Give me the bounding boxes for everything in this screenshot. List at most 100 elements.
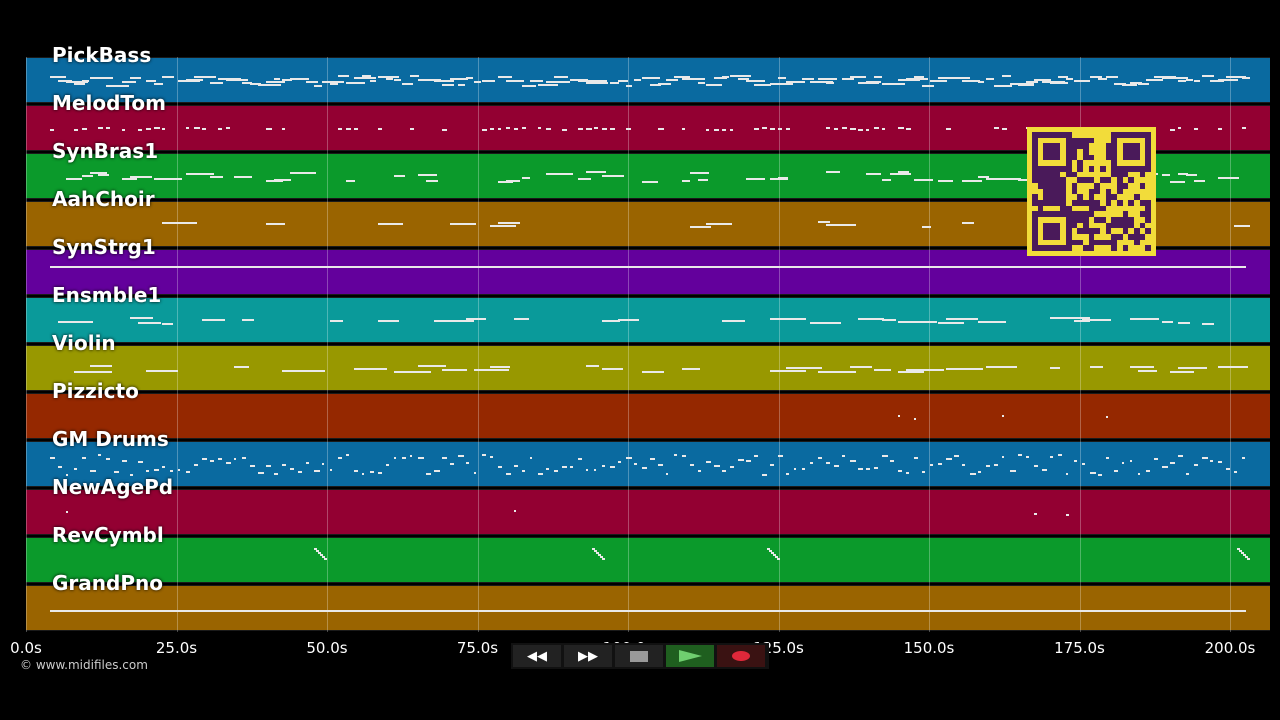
time-tick-label: 200.0s xyxy=(1204,639,1256,657)
midi-note xyxy=(426,79,441,81)
midi-note xyxy=(490,366,511,368)
midi-note xyxy=(234,458,237,460)
midi-note xyxy=(898,371,924,373)
midi-note xyxy=(954,77,971,79)
midi-note xyxy=(346,82,365,84)
midi-note xyxy=(202,128,206,130)
qr-module xyxy=(1043,222,1049,229)
qr-module xyxy=(1116,216,1123,223)
midi-note xyxy=(290,468,294,470)
qr-module xyxy=(1082,177,1089,183)
midi-note xyxy=(610,128,616,130)
qr-module xyxy=(1111,222,1117,229)
midi-note xyxy=(74,129,79,131)
qr-module xyxy=(1111,171,1117,178)
midi-note xyxy=(426,180,438,182)
midi-note xyxy=(82,128,88,130)
qr-module xyxy=(1032,154,1038,161)
qr-module xyxy=(1077,194,1083,200)
rewind-button[interactable]: ◀◀ xyxy=(513,645,561,667)
qr-module xyxy=(1139,199,1146,206)
midi-note xyxy=(282,79,292,81)
qr-module xyxy=(1065,211,1072,217)
midi-note xyxy=(538,473,543,475)
midi-note xyxy=(1050,456,1054,458)
qr-module xyxy=(1099,177,1106,183)
midi-note xyxy=(218,78,242,80)
qr-module xyxy=(1054,154,1061,161)
midi-note xyxy=(578,128,583,130)
track-lane xyxy=(26,489,1270,535)
midi-note xyxy=(1066,514,1069,516)
stop-icon xyxy=(630,650,648,662)
midi-note xyxy=(818,457,823,459)
midi-note xyxy=(922,321,937,323)
qr-module xyxy=(1082,222,1089,229)
midi-note xyxy=(82,175,94,177)
midi-note xyxy=(1210,460,1213,462)
midi-note xyxy=(1058,76,1069,78)
qr-module xyxy=(1128,216,1134,223)
midi-note xyxy=(386,78,393,80)
midi-note xyxy=(82,457,86,459)
midi-note xyxy=(1138,370,1157,372)
midi-note xyxy=(914,76,925,78)
midi-note xyxy=(522,177,531,179)
midi-note xyxy=(554,470,559,472)
midi-note xyxy=(258,84,282,86)
qr-module xyxy=(1111,143,1117,149)
qr-module xyxy=(1116,188,1123,195)
qr-module xyxy=(1032,132,1038,138)
midi-note xyxy=(922,85,935,87)
qr-module xyxy=(1037,165,1044,172)
fast-forward-button[interactable]: ▶▶ xyxy=(564,645,612,667)
qr-module xyxy=(1037,245,1044,251)
qr-module xyxy=(1145,148,1151,155)
midi-note xyxy=(298,471,303,473)
qr-module xyxy=(1128,165,1134,172)
midi-note xyxy=(66,178,82,180)
midi-note xyxy=(970,80,976,82)
qr-module xyxy=(1048,228,1055,234)
midi-note xyxy=(818,78,837,80)
grid-line xyxy=(1230,57,1231,632)
midi-note xyxy=(946,77,958,79)
midi-note xyxy=(498,466,502,468)
play-button[interactable] xyxy=(666,645,714,667)
qr-module xyxy=(1032,143,1038,149)
midi-note xyxy=(306,462,309,464)
midi-note xyxy=(706,461,711,463)
midi-note xyxy=(1242,127,1246,129)
midi-note xyxy=(882,455,888,457)
qr-module xyxy=(1082,148,1089,155)
qr-module xyxy=(1122,216,1129,223)
midi-note xyxy=(1243,554,1246,556)
qr-module xyxy=(1077,211,1083,217)
midi-note xyxy=(378,76,400,78)
track-label: MelodTom xyxy=(52,91,166,115)
midi-note xyxy=(290,78,310,80)
record-button[interactable] xyxy=(717,645,765,667)
qr-module xyxy=(1105,188,1112,195)
qr-module xyxy=(1145,228,1151,234)
midi-note xyxy=(698,179,709,181)
midi-note xyxy=(1234,225,1250,227)
midi-note xyxy=(418,457,424,459)
midi-note xyxy=(746,178,766,180)
midi-note xyxy=(282,370,298,372)
midi-note xyxy=(50,610,1246,612)
midi-note xyxy=(138,322,161,324)
qr-module xyxy=(1043,194,1049,200)
midi-note xyxy=(626,128,631,130)
qr-module xyxy=(1128,199,1134,206)
midi-note xyxy=(874,76,882,78)
midi-note xyxy=(218,128,222,130)
midi-note xyxy=(1178,80,1186,82)
qr-module xyxy=(1054,177,1061,183)
qr-module xyxy=(1128,222,1134,229)
qr-module xyxy=(1065,228,1072,234)
qr-module xyxy=(1122,171,1129,178)
stop-button[interactable] xyxy=(615,645,663,667)
qr-module xyxy=(1133,143,1140,149)
midi-note xyxy=(450,223,476,225)
